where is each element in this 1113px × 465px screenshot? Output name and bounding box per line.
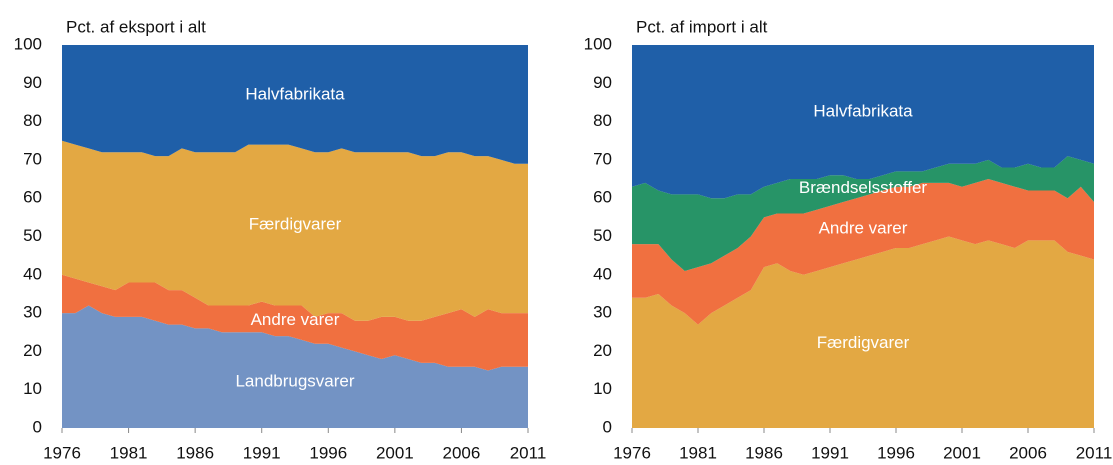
series-label: Landbrugsvarer <box>235 372 354 391</box>
series-label: Andre varer <box>819 218 908 237</box>
y-tick-label: 30 <box>23 303 42 322</box>
y-tick-label: 50 <box>593 226 612 245</box>
y-tick-label: 10 <box>593 379 612 398</box>
area <box>62 45 528 164</box>
series-label: Halvfabrikata <box>245 84 345 103</box>
x-tick-label: 2006 <box>1009 443 1047 462</box>
y-tick-label: 70 <box>23 149 42 168</box>
y-tick-label: 40 <box>23 264 42 283</box>
area <box>632 236 1094 428</box>
y-tick-label: 60 <box>593 188 612 207</box>
series-label: Færdigvarer <box>249 214 342 233</box>
y-tick-label: 0 <box>603 417 612 436</box>
x-tick-label: 1996 <box>877 443 915 462</box>
x-tick-label: 1981 <box>679 443 717 462</box>
area <box>62 140 528 321</box>
x-tick-label: 2011 <box>1076 443 1113 462</box>
y-tick-label: 80 <box>23 111 42 130</box>
area <box>62 305 528 428</box>
x-tick-label: 1991 <box>243 443 281 462</box>
area <box>632 45 1094 199</box>
y-tick-label: 60 <box>23 188 42 207</box>
y-tick-label: 80 <box>593 111 612 130</box>
series-label: Andre varer <box>251 310 340 329</box>
x-tick-label: 2011 <box>510 443 547 462</box>
axis-title: Pct. af import i alt <box>636 17 768 36</box>
x-tick-label: 1976 <box>613 443 651 462</box>
area <box>62 274 528 371</box>
x-tick-label: 2001 <box>376 443 414 462</box>
axis-title: Pct. af eksport i alt <box>66 17 206 36</box>
y-tick-label: 10 <box>23 379 42 398</box>
y-tick-label: 70 <box>593 149 612 168</box>
x-tick-label: 1996 <box>309 443 347 462</box>
x-tick-label: 1986 <box>745 443 783 462</box>
y-tick-label: 20 <box>23 341 42 360</box>
y-tick-label: 0 <box>33 417 42 436</box>
series-label: Halvfabrikata <box>813 102 913 121</box>
y-tick-label: 30 <box>593 303 612 322</box>
y-tick-label: 50 <box>23 226 42 245</box>
y-tick-label: 20 <box>593 341 612 360</box>
x-tick-label: 2001 <box>943 443 981 462</box>
series-label: Færdigvarer <box>817 333 910 352</box>
x-tick-label: 1986 <box>176 443 214 462</box>
x-tick-label: 1976 <box>43 443 81 462</box>
x-tick-label: 2006 <box>443 443 481 462</box>
area <box>632 179 1094 325</box>
y-tick-label: 90 <box>23 73 42 92</box>
x-tick-label: 1991 <box>811 443 849 462</box>
y-tick-label: 100 <box>584 34 612 53</box>
y-tick-label: 90 <box>593 73 612 92</box>
series-label: Brændselsstoffer <box>799 178 928 197</box>
y-tick-label: 40 <box>593 264 612 283</box>
y-tick-label: 100 <box>14 34 42 53</box>
x-tick-label: 1981 <box>110 443 148 462</box>
